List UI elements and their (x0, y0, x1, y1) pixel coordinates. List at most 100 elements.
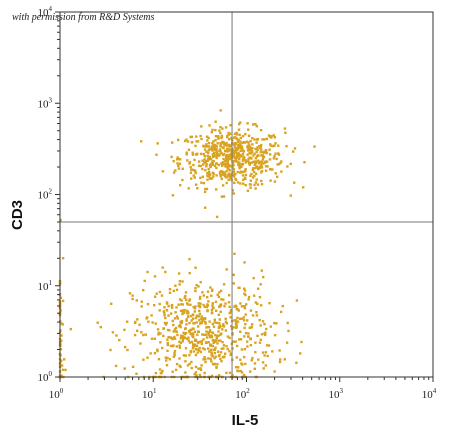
data-point (212, 143, 215, 146)
data-point (257, 287, 260, 290)
data-point (264, 169, 268, 172)
data-point (156, 349, 159, 353)
data-point (235, 356, 238, 359)
data-point (222, 347, 225, 350)
data-point (135, 299, 138, 302)
data-point (226, 135, 229, 139)
data-point (196, 187, 199, 190)
data-point (221, 328, 224, 331)
data-point (247, 295, 251, 299)
data-point (259, 145, 262, 148)
data-point (247, 141, 250, 144)
data-point (186, 311, 190, 314)
data-point (244, 159, 247, 162)
x-tick-label: 104 (422, 387, 437, 401)
data-point (207, 167, 210, 171)
data-point (220, 134, 224, 138)
data-point (210, 289, 214, 293)
data-point (210, 354, 213, 357)
y-axis-ticks: 100 101 102 103 104 (38, 5, 60, 384)
data-point (212, 175, 215, 178)
data-point (289, 162, 292, 166)
data-point (199, 152, 203, 156)
data-point (194, 371, 198, 374)
data-point (223, 159, 227, 162)
data-point (191, 313, 195, 317)
data-point (247, 128, 250, 131)
data-point (206, 154, 209, 157)
data-point (178, 346, 181, 349)
data-point (230, 173, 233, 176)
data-point (255, 314, 259, 317)
data-point (194, 316, 198, 320)
data-point (244, 362, 247, 366)
data-point (260, 148, 263, 151)
data-point (209, 343, 212, 346)
data-point (240, 305, 244, 308)
data-point (251, 168, 254, 171)
data-point (195, 140, 198, 143)
data-point (227, 178, 230, 181)
data-point (211, 142, 214, 145)
data-point (242, 373, 246, 377)
data-point (185, 153, 188, 156)
data-point (140, 140, 143, 143)
data-point (188, 299, 191, 302)
data-point (200, 137, 203, 141)
data-point (199, 164, 202, 168)
data-point (232, 175, 236, 178)
data-point (165, 359, 168, 362)
data-point (225, 371, 228, 375)
data-point (212, 306, 215, 310)
data-point (222, 325, 226, 328)
data-point (185, 319, 188, 322)
data-point (256, 165, 259, 169)
data-point (174, 311, 177, 314)
data-point (214, 154, 217, 158)
data-point (193, 158, 196, 162)
data-point (186, 309, 189, 313)
data-point (227, 175, 230, 178)
data-point (225, 170, 228, 173)
data-point (199, 368, 203, 371)
data-point (198, 318, 201, 322)
data-point (173, 349, 177, 353)
data-point (180, 303, 183, 306)
data-point (246, 144, 250, 147)
data-point (244, 293, 247, 297)
data-point (250, 151, 254, 154)
data-point (184, 347, 188, 350)
data-point (284, 131, 287, 134)
data-point (158, 368, 162, 371)
data-point (254, 351, 257, 354)
data-point (214, 128, 217, 132)
data-point (195, 344, 199, 348)
data-point (259, 283, 262, 286)
data-point (271, 350, 274, 353)
data-point (178, 158, 182, 161)
data-point (189, 351, 192, 354)
data-point (210, 131, 213, 134)
data-point (258, 295, 262, 299)
data-point (166, 356, 169, 360)
data-point (205, 336, 209, 339)
data-point (251, 137, 254, 140)
data-point (207, 300, 210, 303)
data-point (198, 373, 202, 377)
data-point (202, 294, 205, 297)
data-point (215, 215, 219, 219)
data-point (247, 160, 250, 163)
data-point (279, 310, 283, 314)
data-point (125, 320, 129, 323)
data-point (189, 314, 193, 318)
data-point (194, 339, 198, 342)
data-point (248, 151, 251, 155)
data-point (206, 159, 209, 162)
data-point (222, 344, 226, 347)
data-point (183, 333, 186, 336)
data-point (191, 317, 195, 320)
data-point (215, 188, 218, 191)
data-point (257, 358, 260, 361)
data-point (210, 334, 213, 337)
data-point (162, 327, 165, 330)
